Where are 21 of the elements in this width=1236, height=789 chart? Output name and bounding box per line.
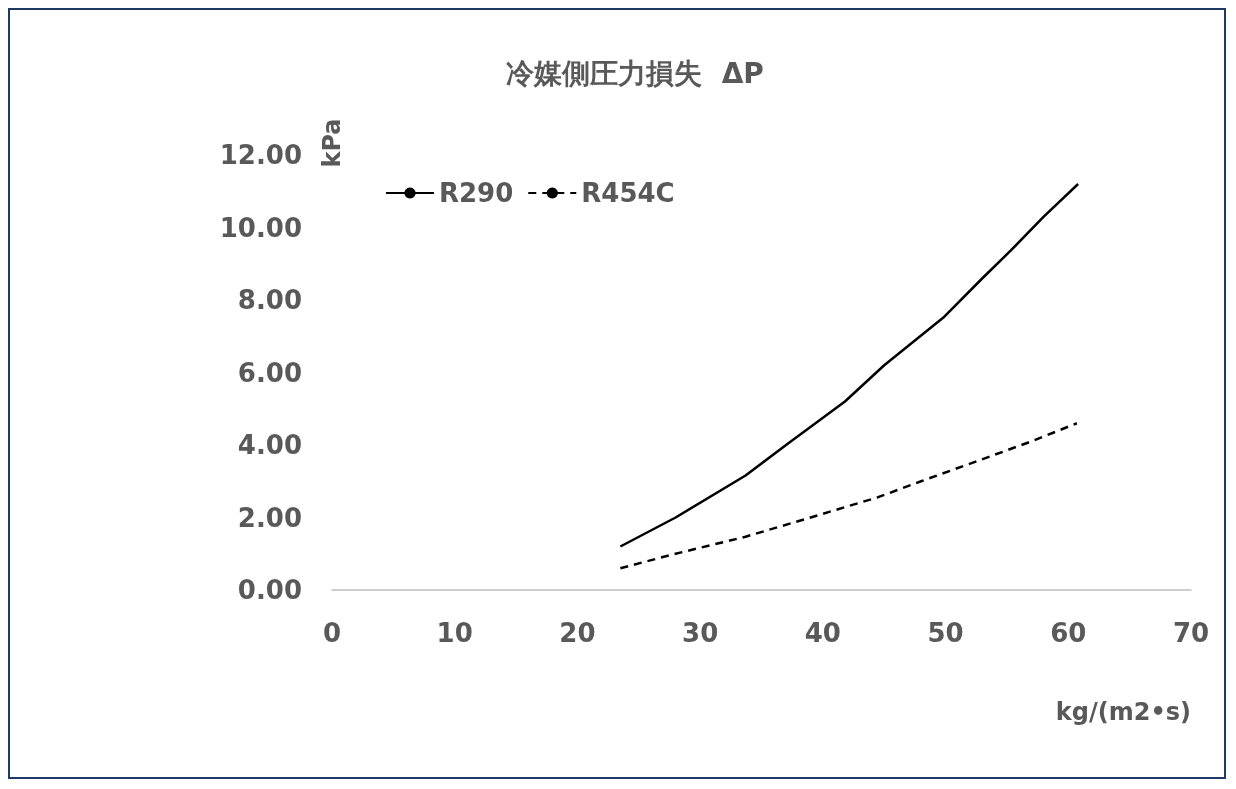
x-tick-label: 50 <box>927 618 964 648</box>
y-tick-label: 12.00 <box>219 140 302 170</box>
legend-label: R290 <box>439 178 514 208</box>
y-tick-label: 4.00 <box>237 430 302 460</box>
x-tick-label: 70 <box>1172 618 1210 648</box>
line-series <box>619 422 1079 570</box>
legend-label: R454C <box>581 178 675 208</box>
x-tick-label: 20 <box>559 618 596 648</box>
y-tick-label: 6.00 <box>237 357 302 388</box>
y-tick-label: 0.00 <box>237 575 302 605</box>
y-axis-title: kPa <box>318 118 346 168</box>
x-tick-label: 0 <box>322 618 342 648</box>
chart-title: 冷媒側圧力損失 ΔP <box>506 56 764 90</box>
x-tick-label: 30 <box>682 618 719 648</box>
x-axis-title: kg/(m2•s) <box>1055 698 1191 726</box>
x-tick-label: 60 <box>1050 618 1087 648</box>
x-tick-label: 10 <box>436 618 473 648</box>
y-tick-label: 2.00 <box>237 502 302 533</box>
y-tick-label: 8.00 <box>237 285 302 315</box>
y-tick-label: 10.00 <box>219 212 302 243</box>
x-tick-label: 40 <box>804 618 841 648</box>
